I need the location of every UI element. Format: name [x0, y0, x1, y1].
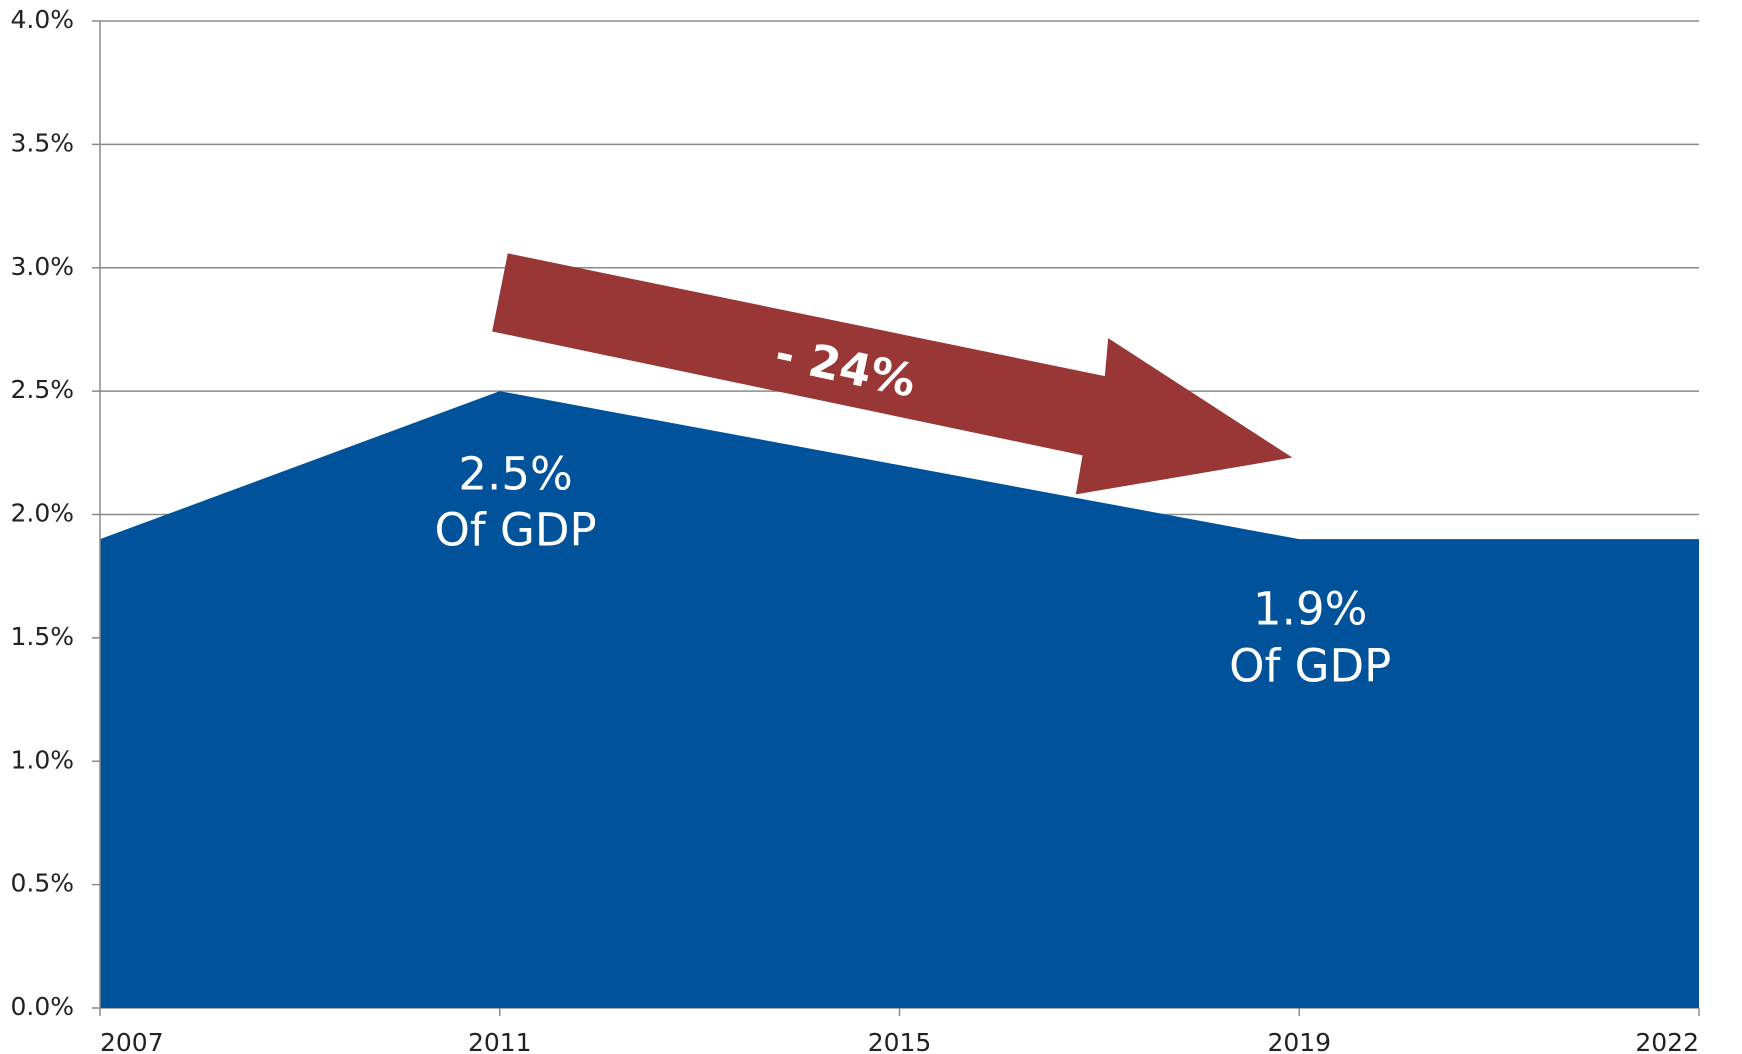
y-tick-label: 2.0% [10, 499, 74, 528]
y-tick-label: 1.0% [10, 745, 74, 774]
x-tick-label: 2019 [1267, 1028, 1331, 1054]
trend-arrow [492, 253, 1293, 495]
y-tick-label: 3.5% [10, 128, 74, 157]
y-tick-label: 2.5% [10, 375, 74, 404]
y-tick-label: 0.5% [10, 869, 74, 898]
y-tick-label: 3.0% [10, 252, 74, 281]
y-tick-label: 4.0% [10, 5, 74, 34]
x-tick-label: 2022 [1635, 1028, 1699, 1054]
x-tick-label: 2015 [868, 1028, 932, 1054]
y-tick-label: 0.0% [10, 992, 74, 1021]
area [100, 391, 1699, 1008]
annotation: 2.5% [458, 448, 572, 501]
annotation: Of GDP [1229, 640, 1391, 693]
annotation: 1.9% [1253, 583, 1367, 636]
x-tick-label: 2007 [100, 1028, 164, 1054]
x-tick-label: 2011 [468, 1028, 532, 1054]
y-tick-label: 1.5% [10, 622, 74, 651]
annotation: Of GDP [434, 503, 596, 556]
